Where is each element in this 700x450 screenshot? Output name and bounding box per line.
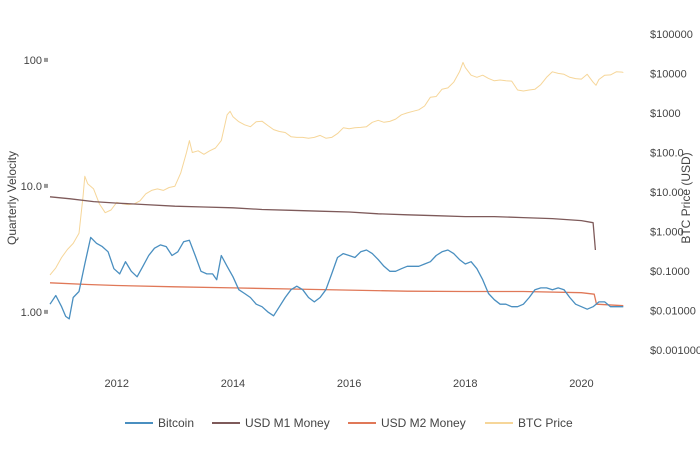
series-line-usd-m2-money [49, 282, 624, 307]
legend: Bitcoin USD M1 Money USD M2 Money BTC Price [125, 416, 573, 430]
legend-item-usd-m1-money[interactable]: USD M1 Money [212, 416, 330, 430]
right-tick-label: $10000 [650, 68, 687, 80]
x-tick-label: 2014 [221, 378, 245, 390]
left-tick-label: 10.0 [21, 181, 42, 193]
left-tick-label: 100 [24, 55, 42, 67]
legend-label: Bitcoin [158, 416, 194, 430]
left-tick-label: 1.00 [21, 307, 42, 319]
right-tick-label: $100000 [650, 29, 693, 41]
legend-label: USD M1 Money [245, 416, 330, 430]
x-tick-label: 2016 [337, 378, 361, 390]
series-line-btc-price [49, 61, 624, 276]
legend-label: USD M2 Money [381, 416, 466, 430]
legend-label: BTC Price [518, 416, 573, 430]
right-tick-label: $0.01000 [650, 306, 696, 318]
x-tick-label: 2012 [105, 378, 129, 390]
right-axis: $0.001000 $0.01000 $0.1000 $1.000 $10.00 $100… [650, 29, 700, 357]
left-axis: 1.00 10.0 100 [21, 55, 48, 319]
x-axis: 2012 2014 2016 2018 2020 [105, 378, 594, 390]
x-tick-label: 2020 [569, 378, 593, 390]
right-tick-label: $0.001000 [650, 345, 700, 357]
left-tick-mark [44, 309, 48, 314]
right-axis-title: BTC Price (USD) [679, 152, 693, 243]
left-tick-mark [44, 183, 48, 188]
right-tick-label: $1000 [650, 108, 681, 120]
right-tick-label: $10.00 [650, 187, 684, 199]
series-line-bitcoin [49, 236, 624, 320]
left-tick-mark [44, 57, 48, 62]
legend-item-btc-price[interactable]: BTC Price [485, 416, 573, 430]
legend-item-bitcoin[interactable]: Bitcoin [125, 416, 194, 430]
x-tick-label: 2018 [453, 378, 477, 390]
series-layer [49, 61, 624, 320]
right-tick-label: $100.0 [650, 147, 684, 159]
series-line-usd-m1-money [49, 196, 597, 251]
right-tick-label: $0.1000 [650, 266, 690, 278]
right-tick-label: $1.000 [650, 227, 684, 239]
left-axis-title: Quarterly Velocity [5, 151, 19, 245]
legend-item-usd-m2-money[interactable]: USD M2 Money [348, 416, 466, 430]
